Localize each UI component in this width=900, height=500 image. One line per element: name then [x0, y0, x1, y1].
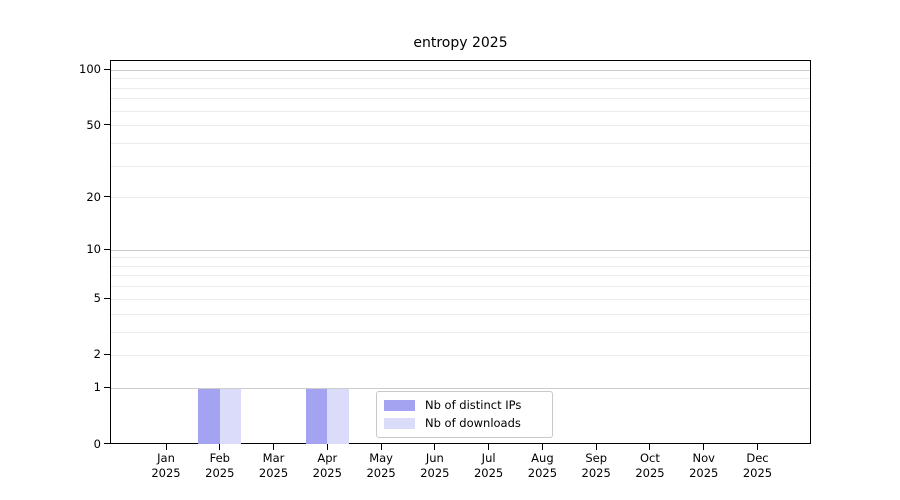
x-tick-label: Dec 2025 [742, 451, 773, 480]
x-tick-label: Apr 2025 [312, 451, 342, 480]
legend-item-distinct-ips: Nb of distinct IPs [377, 397, 552, 414]
y-tick-mark [104, 124, 110, 126]
gridline-major [111, 387, 810, 389]
legend-swatch-distinct-ips [384, 400, 415, 411]
y-tick-label: 100 [79, 62, 101, 77]
bar-downloads [327, 388, 349, 444]
x-tick-mark [488, 444, 490, 450]
legend-label-distinct-ips: Nb of distinct IPs [425, 398, 522, 412]
x-tick-mark [703, 444, 705, 450]
y-tick-label: 10 [86, 242, 101, 257]
gridline-minor [111, 354, 810, 356]
x-tick-mark [434, 444, 436, 450]
y-tick-mark [104, 248, 110, 250]
y-tick-mark [104, 68, 110, 70]
x-tick-mark [165, 444, 167, 450]
x-tick-label: Oct 2025 [635, 451, 665, 480]
y-tick-mark [104, 196, 110, 198]
legend-swatch-downloads [384, 418, 415, 429]
chart-title: entropy 2025 [413, 35, 508, 51]
x-tick-label: Aug 2025 [527, 451, 558, 480]
y-tick-mark [104, 386, 110, 388]
gridline-major [111, 249, 810, 251]
bar-downloads [219, 388, 242, 444]
gridline-minor [111, 110, 810, 112]
gridline-minor [111, 78, 810, 80]
x-tick-label: May 2025 [366, 451, 396, 480]
gridline-minor [111, 98, 810, 100]
bar-distinct-ips [198, 388, 220, 444]
x-tick-label: Jun 2025 [420, 451, 450, 480]
gridline-major [111, 69, 810, 71]
gridline-minor [111, 87, 810, 89]
y-tick-mark [104, 297, 110, 299]
x-tick-label: Jan 2025 [151, 451, 181, 480]
x-tick-mark [380, 444, 382, 450]
gridline-minor [111, 125, 810, 127]
y-tick-label: 50 [86, 117, 101, 132]
gridline-minor [111, 165, 810, 167]
legend-item-downloads: Nb of downloads [377, 415, 552, 432]
y-tick-label: 1 [93, 380, 101, 395]
y-tick-mark [104, 443, 110, 444]
gridline-minor [111, 257, 810, 259]
gridline-minor [111, 286, 810, 288]
x-tick-label: Sep 2025 [581, 451, 611, 480]
bar-distinct-ips [305, 388, 328, 444]
x-tick-mark [649, 444, 651, 450]
x-tick-label: Nov 2025 [689, 451, 719, 480]
x-tick-label: Mar 2025 [258, 451, 289, 480]
x-tick-mark [273, 444, 275, 450]
gridline-minor [111, 331, 810, 333]
x-tick-mark [541, 444, 543, 450]
plot-area [110, 60, 811, 444]
y-tick-mark [104, 353, 110, 355]
x-tick-mark [595, 444, 597, 450]
gridline-minor [111, 197, 810, 199]
x-tick-label: Feb 2025 [205, 451, 235, 480]
legend-label-downloads: Nb of downloads [425, 416, 521, 430]
gridline-minor [111, 275, 810, 277]
gridline-minor [111, 265, 810, 267]
y-tick-label: 2 [93, 347, 101, 362]
y-tick-label: 20 [86, 189, 101, 204]
x-tick-label: Jul 2025 [473, 451, 504, 480]
y-tick-label: 5 [93, 291, 101, 306]
legend: Nb of distinct IPs Nb of downloads [376, 391, 553, 438]
gridline-minor [111, 298, 810, 300]
x-tick-mark [326, 444, 328, 450]
gridline-minor [111, 313, 810, 315]
y-tick-label: 0 [93, 436, 101, 451]
gridline-minor [111, 142, 810, 144]
x-tick-mark [219, 444, 221, 450]
x-tick-mark [757, 444, 758, 450]
